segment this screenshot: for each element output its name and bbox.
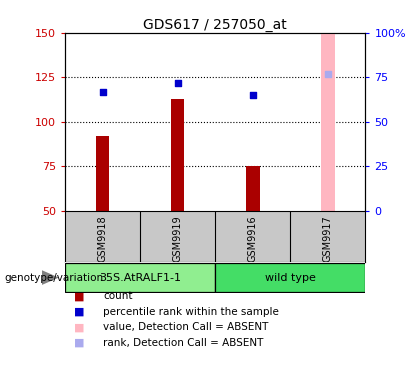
Text: ■: ■	[74, 307, 84, 317]
Text: rank, Detection Call = ABSENT: rank, Detection Call = ABSENT	[103, 337, 263, 348]
Text: ■: ■	[74, 337, 84, 348]
Text: 35S.AtRALF1-1: 35S.AtRALF1-1	[99, 273, 181, 283]
Text: GSM9916: GSM9916	[248, 215, 258, 262]
Point	[99, 89, 106, 94]
Point	[325, 71, 331, 77]
Text: wild type: wild type	[265, 273, 316, 283]
Title: GDS617 / 257050_at: GDS617 / 257050_at	[143, 18, 287, 32]
FancyBboxPatch shape	[65, 263, 215, 292]
Text: percentile rank within the sample: percentile rank within the sample	[103, 307, 279, 317]
Point	[174, 80, 181, 86]
Text: GSM9919: GSM9919	[173, 215, 183, 262]
Text: GSM9918: GSM9918	[97, 215, 108, 262]
Bar	[96, 136, 109, 211]
Polygon shape	[42, 270, 59, 285]
Bar	[171, 99, 184, 211]
Text: value, Detection Call = ABSENT: value, Detection Call = ABSENT	[103, 322, 268, 332]
Text: ■: ■	[74, 291, 84, 302]
Text: genotype/variation: genotype/variation	[4, 273, 103, 283]
FancyBboxPatch shape	[215, 263, 365, 292]
Bar	[321, 33, 335, 211]
Text: count: count	[103, 291, 132, 302]
Bar	[246, 167, 260, 211]
Text: GSM9917: GSM9917	[323, 215, 333, 262]
Point	[249, 92, 256, 98]
Text: ■: ■	[74, 322, 84, 332]
